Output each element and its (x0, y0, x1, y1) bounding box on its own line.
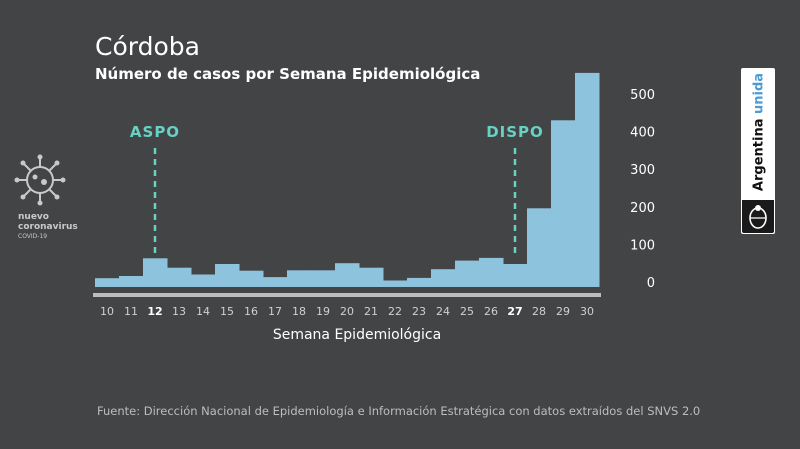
annotation-label-dispo: DISPO (486, 123, 544, 141)
bar-week-10 (95, 278, 120, 287)
source-note: Fuente: Dirección Nacional de Epidemiolo… (97, 404, 701, 418)
x-tick-label: 23 (412, 305, 426, 318)
bar-week-20 (335, 263, 360, 287)
y-tick-label: 0 (647, 276, 655, 291)
x-tick-label: 11 (124, 305, 138, 318)
y-tick-label: 200 (630, 201, 655, 216)
bar-week-21 (359, 267, 384, 287)
x-tick-label: 12 (147, 305, 162, 318)
x-tick-label: 30 (580, 305, 594, 318)
chart-subtitle: Número de casos por Semana Epidemiológic… (95, 65, 481, 83)
y-tick-label: 300 (630, 163, 655, 178)
bar-week-15 (215, 264, 240, 287)
bar-week-22 (383, 280, 408, 287)
x-tick-label: 28 (532, 305, 546, 318)
bar-week-29 (551, 120, 576, 287)
x-tick-label: 20 (340, 305, 354, 318)
bar-week-23 (407, 277, 432, 287)
bar-week-30 (575, 72, 600, 288)
bar-week-14 (191, 274, 216, 287)
logo-line-3: COVID-19 (18, 233, 48, 240)
x-tick-label: 13 (172, 305, 186, 318)
bar-week-27 (503, 264, 528, 287)
logo-line-2: coronavirus (18, 222, 78, 232)
national-seal-icon (742, 200, 774, 233)
x-tick-label: 26 (484, 305, 498, 318)
virus-icon (14, 154, 66, 206)
x-tick-label: 25 (460, 305, 474, 318)
annotation-label-aspo: ASPO (130, 123, 180, 141)
x-tick-label: 15 (220, 305, 234, 318)
x-tick-label: 14 (196, 305, 210, 318)
bar-week-16 (239, 270, 264, 287)
x-tick-label: 18 (292, 305, 306, 318)
bar-week-12 (143, 258, 168, 287)
y-tick-label: 100 (630, 238, 655, 253)
x-tick-label: 21 (364, 305, 378, 318)
x-tick-label: 22 (388, 305, 402, 318)
bar-week-18 (287, 270, 312, 287)
bar-week-24 (431, 269, 456, 287)
x-tick-label: 24 (436, 305, 450, 318)
virus-logo-text: nuevo coronavirus COVID-19 (18, 212, 78, 242)
bar-week-11 (119, 276, 144, 287)
y-tick-label: 400 (630, 126, 655, 141)
x-axis-line (93, 293, 601, 297)
x-axis-label: Semana Epidemiológica (273, 327, 441, 343)
bar-week-17 (263, 277, 288, 287)
x-tick-label: 27 (507, 305, 522, 318)
bar-week-25 (455, 260, 480, 287)
y-tick-label: 500 (630, 88, 655, 103)
chart-title: Córdoba (95, 32, 200, 61)
x-tick-label: 10 (100, 305, 114, 318)
x-tick-label: 16 (244, 305, 258, 318)
x-tick-label: 29 (556, 305, 570, 318)
x-tick-label: 19 (316, 305, 330, 318)
logo-line-1: nuevo (18, 212, 49, 222)
bar-week-19 (311, 270, 336, 287)
bar-week-13 (167, 267, 192, 287)
bar-week-28 (527, 208, 552, 287)
x-tick-label: 17 (268, 305, 282, 318)
bar-week-26 (479, 257, 504, 287)
